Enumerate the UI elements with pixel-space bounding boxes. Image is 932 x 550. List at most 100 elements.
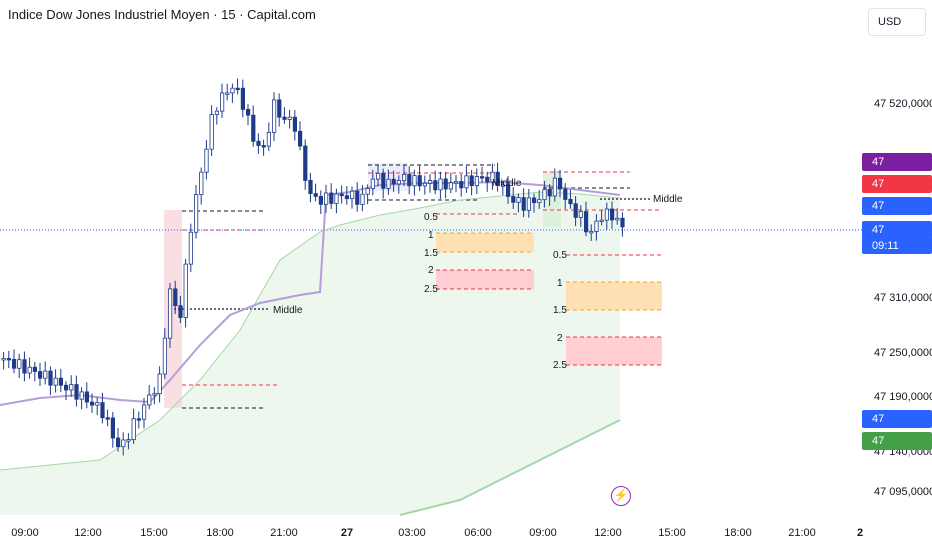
candle-body xyxy=(251,114,256,142)
chart-title: Indice Dow Jones Industriel Moyen · 15 ·… xyxy=(8,7,316,22)
candle-body xyxy=(427,180,433,184)
fib-label: 1 xyxy=(557,278,563,289)
candle-body xyxy=(147,394,152,406)
time-label: 12:00 xyxy=(594,527,622,539)
candle-body xyxy=(422,182,428,187)
price-axis-label: 47 250,0000 xyxy=(874,347,932,359)
candle-body xyxy=(511,196,516,203)
time-label: 21:00 xyxy=(270,527,298,539)
fib-label: 0.5 xyxy=(553,250,567,261)
candle-body xyxy=(240,87,245,110)
candle-body xyxy=(287,116,292,120)
fib-label: 2 xyxy=(557,333,563,344)
candle-body xyxy=(365,188,370,195)
price-axis-label: 47 520,0000 xyxy=(874,98,932,110)
time-label: 27 xyxy=(340,527,354,539)
candle-body xyxy=(318,195,324,205)
candle-body xyxy=(17,359,22,369)
candle-body xyxy=(38,371,43,379)
fib-label: 2.5 xyxy=(424,284,438,295)
price-axis-label: 47 095,0000 xyxy=(874,486,932,498)
candle-body xyxy=(500,184,506,187)
fib-zone-orange-left xyxy=(436,233,534,252)
middle-label: Middle xyxy=(492,178,522,189)
candle-body xyxy=(230,87,235,94)
candle-body xyxy=(448,182,454,190)
candle-body xyxy=(266,131,272,147)
candle-body xyxy=(412,175,417,187)
middle-label: Middle xyxy=(273,305,303,316)
candle-body xyxy=(209,114,214,150)
candle-body xyxy=(282,116,287,120)
candle-body xyxy=(219,92,225,112)
fib-zone-orange-right xyxy=(566,282,662,310)
candle-body xyxy=(370,178,376,189)
candle-body xyxy=(303,145,308,181)
flash-icon[interactable]: ⚡ xyxy=(611,486,631,506)
candle-body xyxy=(547,189,552,197)
candle-body xyxy=(53,377,58,386)
candle-body xyxy=(64,384,69,391)
candle-body xyxy=(162,337,167,375)
candle-body xyxy=(537,199,542,204)
candle-body xyxy=(157,373,162,395)
candle-body xyxy=(323,192,329,205)
candle-body xyxy=(599,219,604,223)
time-axis[interactable]: 09:00 12:00 15:00 18:00 21:00 27 03:00 0… xyxy=(0,520,863,550)
price-axis[interactable]: 47 520,0000 47 310,0000 47 250,0000 47 1… xyxy=(862,0,932,550)
price-chart[interactable]: 0.5 1 1.5 2 2.5 0.5 1 1.5 2 2.5 Middle M… xyxy=(0,0,862,520)
time-label: 15:00 xyxy=(658,527,686,539)
candle-body xyxy=(297,130,303,147)
candle-body xyxy=(526,197,532,211)
time-label: 09:00 xyxy=(11,527,39,539)
candlesticks xyxy=(1,78,625,456)
candle-body xyxy=(193,194,199,233)
price-tag-red: 47 412,3281 xyxy=(862,175,932,208)
session-box-left xyxy=(164,210,182,408)
candle-body xyxy=(407,173,412,187)
fib-zone-red-right xyxy=(566,337,662,365)
price-axis-label: 47 310,0000 xyxy=(874,292,932,304)
candle-body xyxy=(516,197,521,203)
price-tag-blue-low: 47 178,8931 xyxy=(862,410,932,443)
price-tag-purple: 47 422,9968 xyxy=(862,153,932,186)
candle-body xyxy=(578,211,584,218)
candle-body xyxy=(22,359,27,374)
candle-body xyxy=(313,193,318,197)
candle-body xyxy=(152,393,157,396)
candle-body xyxy=(183,263,188,318)
fib-labels-right: 0.5 1 1.5 2 2.5 xyxy=(553,250,567,371)
candle-body xyxy=(459,181,464,189)
candle-body xyxy=(11,359,17,369)
candle-body xyxy=(620,217,625,228)
candle-body xyxy=(100,402,105,419)
candle-body xyxy=(225,92,230,95)
candle-body xyxy=(552,177,558,197)
candle-body xyxy=(110,417,115,439)
price-tag-blue: 47 412,3281 xyxy=(862,197,932,230)
price-axis-label: 47 190,0000 xyxy=(874,391,932,403)
candle-body xyxy=(386,178,391,189)
time-label: 18:00 xyxy=(206,527,234,539)
candle-body xyxy=(433,180,438,191)
candle-body xyxy=(615,217,620,221)
candle-body xyxy=(235,87,240,91)
candle-body xyxy=(178,305,183,318)
candle-body xyxy=(589,231,594,234)
candle-body xyxy=(568,198,573,205)
candle-body xyxy=(485,176,490,183)
fib-label: 1 xyxy=(428,230,434,241)
candle-body xyxy=(453,181,459,184)
candle-body xyxy=(443,178,448,190)
currency-button[interactable]: USD xyxy=(868,8,926,36)
candle-body xyxy=(417,175,422,187)
candle-body xyxy=(381,172,386,189)
candle-body xyxy=(349,190,355,200)
candle-body xyxy=(542,189,547,201)
ma-green-line xyxy=(0,191,621,471)
candle-body xyxy=(74,384,79,400)
bar-countdown: 09:11 xyxy=(862,238,932,254)
time-label: 06:00 xyxy=(464,527,492,539)
candle-body xyxy=(479,176,485,179)
time-label: 18:00 xyxy=(724,527,752,539)
